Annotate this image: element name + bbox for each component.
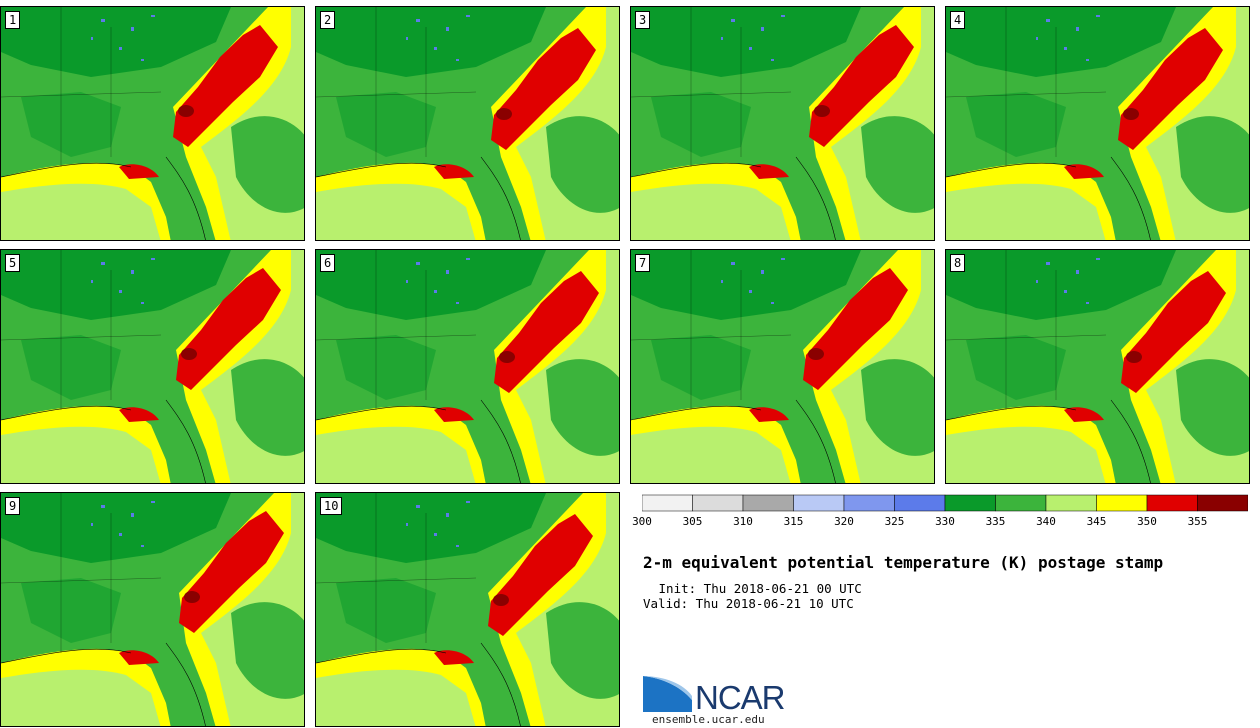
colorbar-tick-label: 305 (682, 515, 703, 528)
map-image (1, 250, 304, 483)
colorbar-segment (1096, 494, 1148, 512)
map-panel: 7 (630, 249, 935, 484)
colorbar-segment (1045, 494, 1097, 512)
colorbar-tick-label: 355 (1187, 515, 1208, 528)
panel-label: 5 (5, 254, 21, 272)
panel-label: 7 (635, 254, 651, 272)
map-panel: 5 (0, 249, 305, 484)
colorbar-segment (793, 494, 845, 512)
colorbar-tick-label: 325 (884, 515, 905, 528)
map-image (316, 7, 619, 240)
colorbar-tick-label: 330 (935, 515, 955, 528)
colorbar-tick-label: 340 (1036, 515, 1056, 528)
colorbar-segment (894, 494, 946, 512)
init-time: Init: Thu 2018-06-21 00 UTC (651, 581, 862, 596)
map-image (316, 250, 619, 483)
colorbar (642, 494, 1248, 512)
map-panel: 2 (315, 6, 620, 241)
colorbar-segment (995, 494, 1047, 512)
valid-time: Valid: Thu 2018-06-21 10 UTC (643, 596, 854, 611)
map-panel: 1 (0, 6, 305, 241)
panel-label: 10 (320, 497, 343, 515)
map-image (631, 250, 934, 483)
map-image (946, 250, 1249, 483)
panel-label: 3 (635, 11, 651, 29)
map-panel: 3 (630, 6, 935, 241)
colorbar-tick-label: 310 (733, 515, 753, 528)
colorbar-segment (742, 494, 794, 512)
map-image (1, 493, 304, 726)
logo-wordmark: NCAR (695, 679, 786, 716)
map-image (946, 7, 1249, 240)
panel-label: 8 (950, 254, 966, 272)
map-image (1, 7, 304, 240)
map-image (631, 7, 934, 240)
colorbar-segment (642, 494, 693, 512)
colorbar-tick-label: 320 (834, 515, 854, 528)
panel-label: 6 (320, 254, 336, 272)
panel-label: 9 (5, 497, 21, 515)
map-panel: 9 (0, 492, 305, 727)
map-panel: 4 (945, 6, 1250, 241)
colorbar-ticks: 300 305 310 315 320 325 330 335 340 345 350 355 (632, 515, 1248, 531)
ncar-logo-icon (643, 676, 692, 712)
panel-label: 2 (320, 11, 336, 29)
colorbar-tick-label: 315 (783, 515, 804, 528)
colorbar-tick-label: 300 (632, 515, 652, 528)
colorbar-tick-label: 350 (1137, 515, 1157, 528)
colorbar-segment (692, 494, 744, 512)
map-image (316, 493, 619, 726)
colorbar-tick-label: 335 (985, 515, 1006, 528)
map-panel: 8 (945, 249, 1250, 484)
colorbar-segment (944, 494, 996, 512)
colorbar-segment (843, 494, 895, 512)
figure-title: 2-m equivalent potential temperature (K)… (643, 553, 1164, 572)
logo-url: ensemble.ucar.edu (652, 713, 765, 726)
colorbar-tick-label: 345 (1086, 515, 1107, 528)
panel-label: 1 (5, 11, 21, 29)
map-panel: 6 (315, 249, 620, 484)
panel-label: 4 (950, 11, 966, 29)
map-panel: 10 (315, 492, 620, 727)
colorbar-segment (1197, 494, 1248, 512)
colorbar-segment (1146, 494, 1198, 512)
